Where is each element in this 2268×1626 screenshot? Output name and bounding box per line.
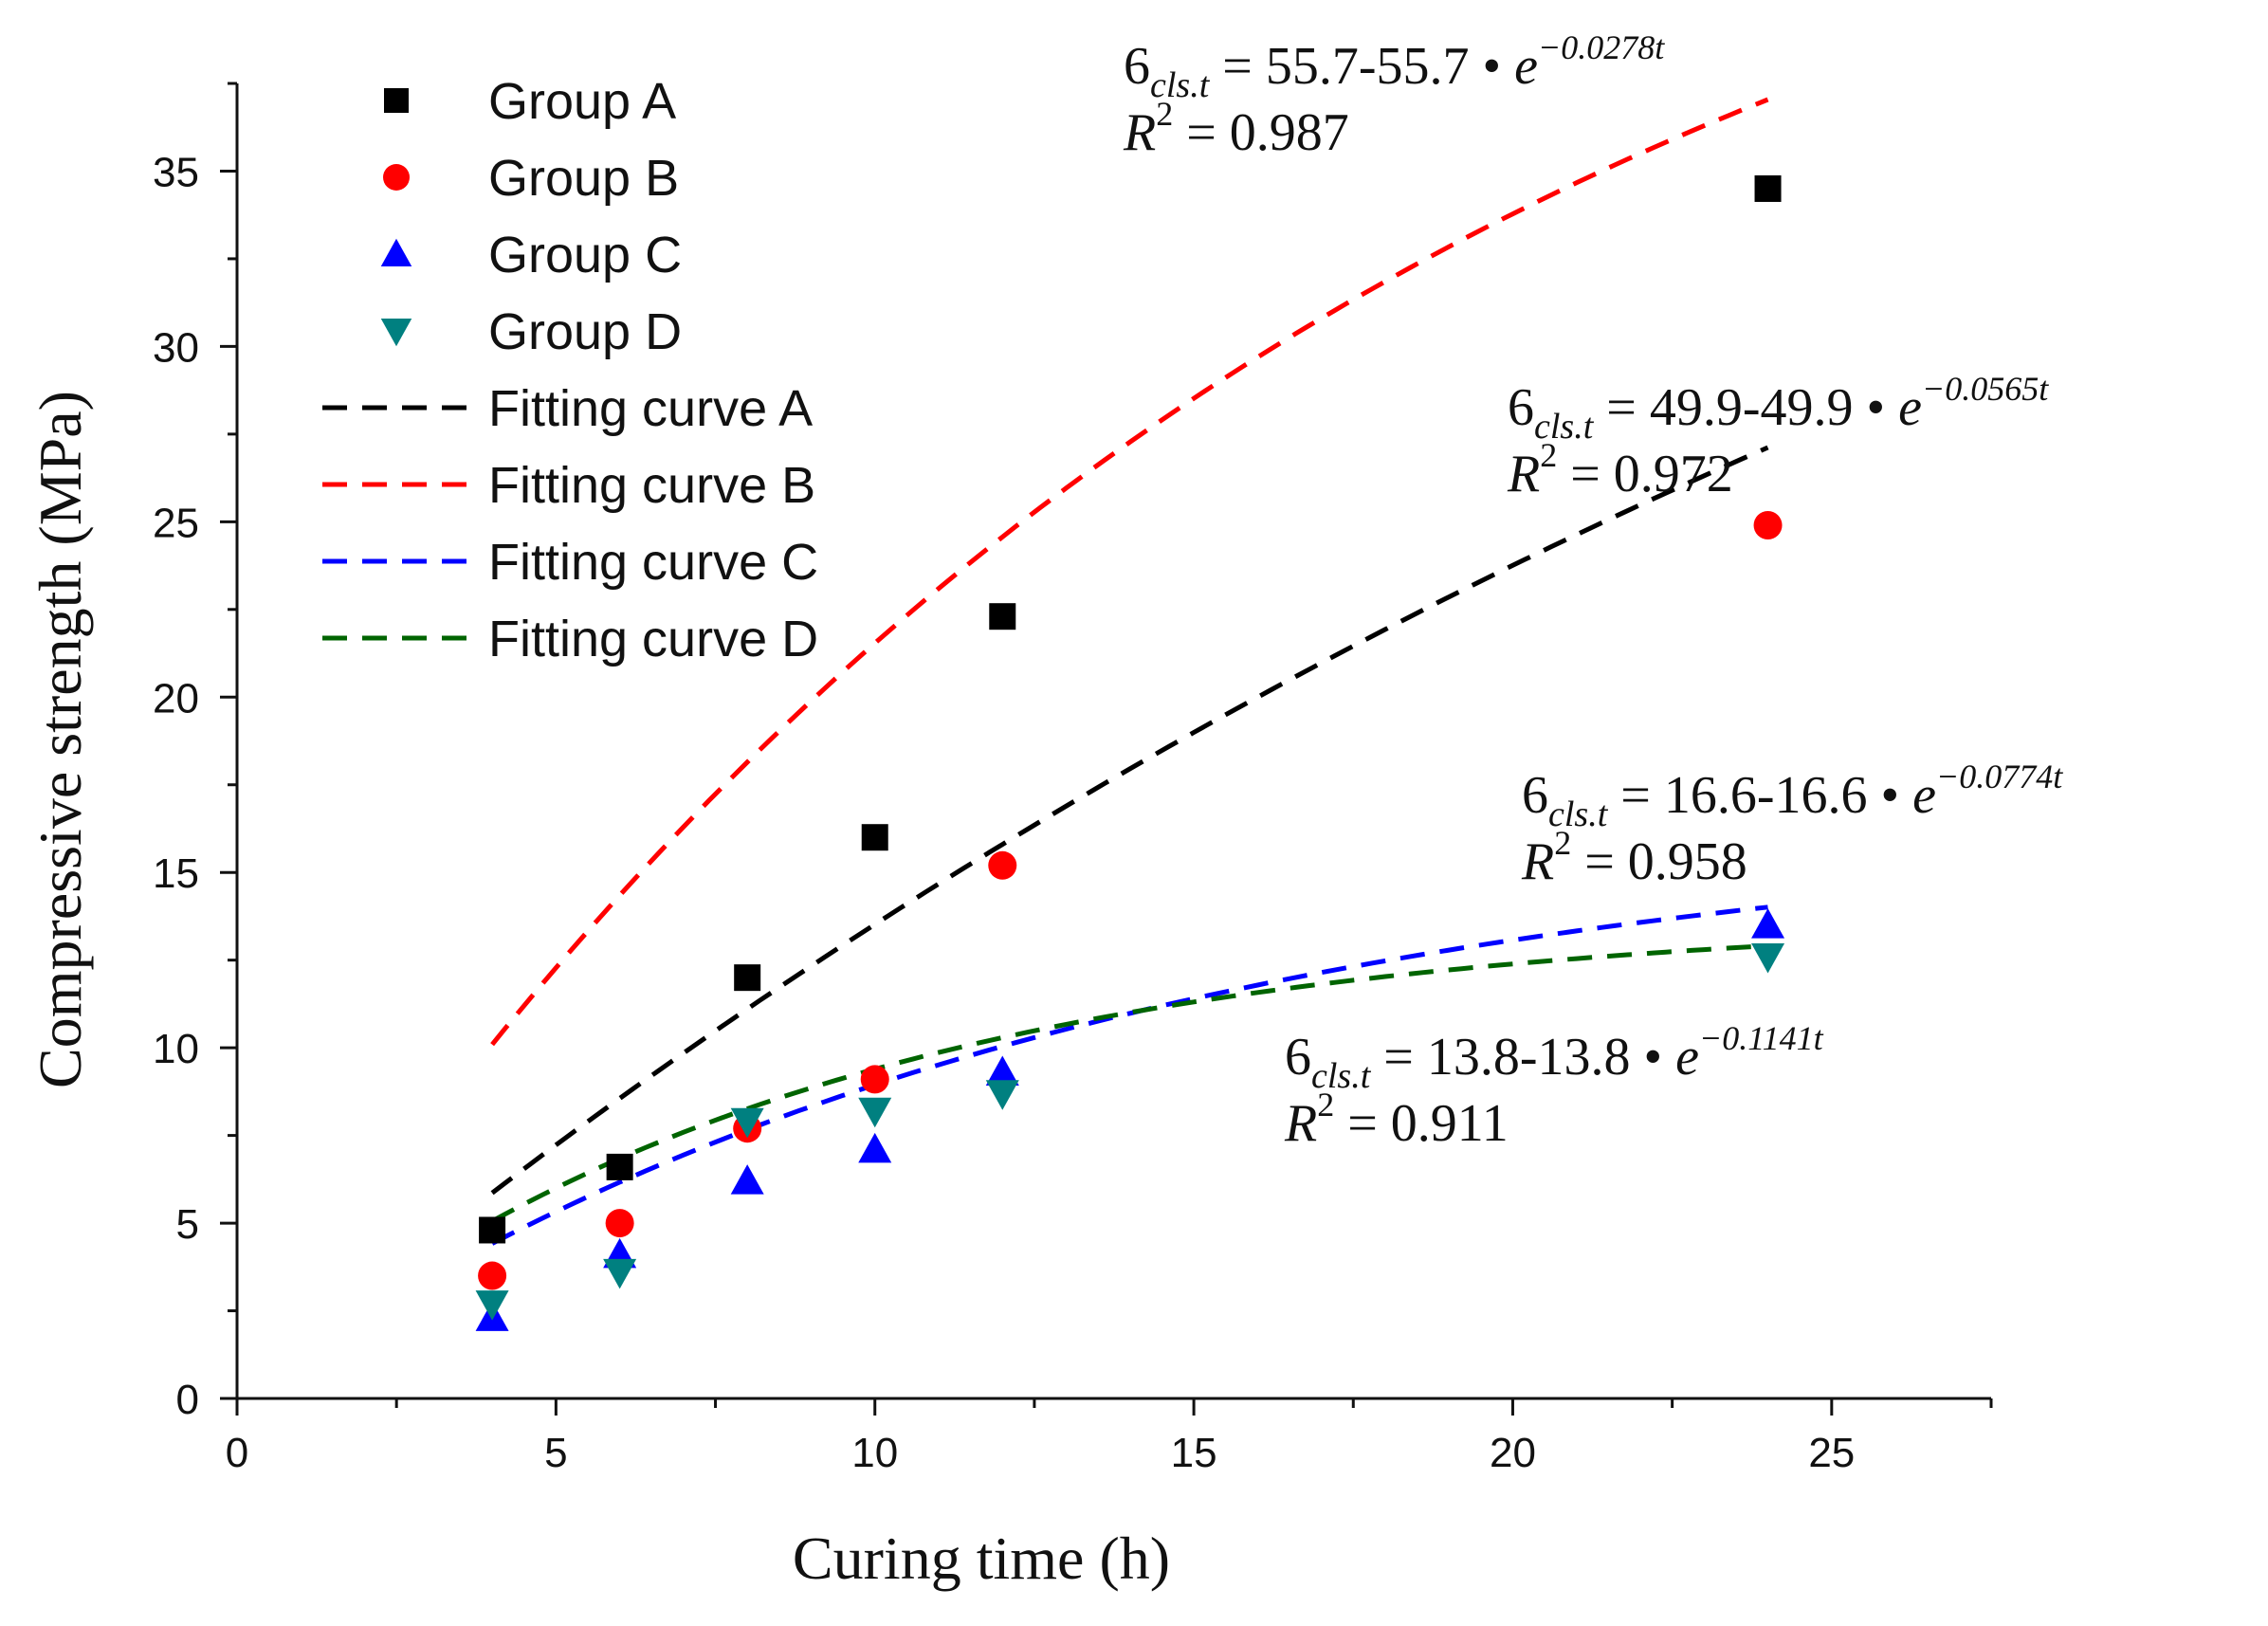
data-point-d xyxy=(730,1107,764,1139)
y-ticks: 0 5 10 15 20 25 30 35 xyxy=(153,82,237,1423)
data-point-b xyxy=(860,1065,889,1094)
legend-label-d: Group D xyxy=(488,303,682,360)
legend-fit-label-d: Fitting curve D xyxy=(488,611,818,667)
legend-marker-c xyxy=(380,238,412,266)
fit-curve-a xyxy=(490,445,1769,1196)
data-point-d xyxy=(1751,942,1785,974)
y-axis-title: Compressive strength (MPa) xyxy=(27,391,94,1088)
x-tick-label: 20 xyxy=(1490,1430,1536,1476)
data-point-d xyxy=(475,1290,509,1321)
legend-label-b: Group B xyxy=(488,150,679,207)
data-point-b xyxy=(478,1261,507,1290)
x-tick-label: 10 xyxy=(851,1430,898,1476)
fit-curves xyxy=(490,97,1769,1246)
data-point-d xyxy=(858,1097,892,1128)
y-tick-label: 30 xyxy=(153,324,199,371)
data-point-a xyxy=(1754,174,1782,202)
y-tick-label: 5 xyxy=(176,1201,199,1248)
x-tick-label: 15 xyxy=(1171,1430,1217,1476)
equation-d: 6cls.t = 13.8-13.8 • e−0.1141t xyxy=(1285,1019,1824,1096)
legend-marker-b xyxy=(383,164,410,191)
data-point-b xyxy=(1753,511,1783,540)
fit-curve-b xyxy=(490,97,1769,1047)
x-tick-label: 5 xyxy=(544,1430,567,1476)
y-tick-label: 15 xyxy=(153,850,199,897)
x-ticks: 0 5 10 15 20 25 xyxy=(226,1398,1993,1476)
r-squared-a: R2 = 0.987 xyxy=(1123,95,1349,162)
y-tick-label: 20 xyxy=(153,675,199,722)
data-point-c xyxy=(1751,908,1785,939)
y-tick-label: 10 xyxy=(153,1026,199,1072)
axes xyxy=(235,83,1991,1400)
legend-label-a: Group A xyxy=(488,73,676,130)
data-point-c xyxy=(730,1164,764,1195)
x-tick-label: 25 xyxy=(1808,1430,1855,1476)
legend-fit-label-b: Fitting curve B xyxy=(488,457,815,514)
x-axis-title: Curing time (h) xyxy=(793,1525,1170,1592)
data-point-c xyxy=(858,1132,892,1163)
data-point-a xyxy=(734,964,761,992)
x-tick-label: 0 xyxy=(226,1430,248,1476)
data-point-a xyxy=(606,1153,633,1180)
data-point-d xyxy=(603,1258,637,1289)
data-point-a xyxy=(989,603,1016,630)
data-point-b xyxy=(988,850,1017,880)
data-point-a xyxy=(861,824,888,851)
legend: Group A Group B Group C Group D Fitting curv… xyxy=(322,73,818,667)
r-squared-d: R2 = 0.911 xyxy=(1284,1086,1509,1153)
legend-marker-a xyxy=(384,88,409,113)
data-points xyxy=(475,174,1785,1331)
r-squared-c: R2 = 0.958 xyxy=(1521,824,1747,891)
r-squared-b: R2 = 0.972 xyxy=(1507,436,1733,503)
legend-marker-d xyxy=(380,319,412,347)
y-tick-label: 35 xyxy=(153,149,199,195)
equation-c: 6cls.t = 16.6-16.6 • e−0.0774t xyxy=(1522,758,2063,834)
data-point-b xyxy=(605,1209,634,1238)
equation-a: 6cls.t = 55.7-55.7 • e−0.0278t xyxy=(1124,28,1665,105)
y-tick-label: 25 xyxy=(153,500,199,546)
y-tick-label: 0 xyxy=(176,1377,199,1423)
fit-curve-c xyxy=(490,904,1768,1246)
data-point-a xyxy=(479,1216,506,1244)
data-point-c xyxy=(985,1055,1019,1087)
equation-b: 6cls.t = 49.9-49.9 • e−0.0565t xyxy=(1508,370,2049,447)
legend-fit-label-c: Fitting curve C xyxy=(488,534,818,591)
legend-label-c: Group C xyxy=(488,227,682,283)
legend-fit-label-a: Fitting curve A xyxy=(488,380,813,437)
data-point-d xyxy=(985,1080,1019,1110)
